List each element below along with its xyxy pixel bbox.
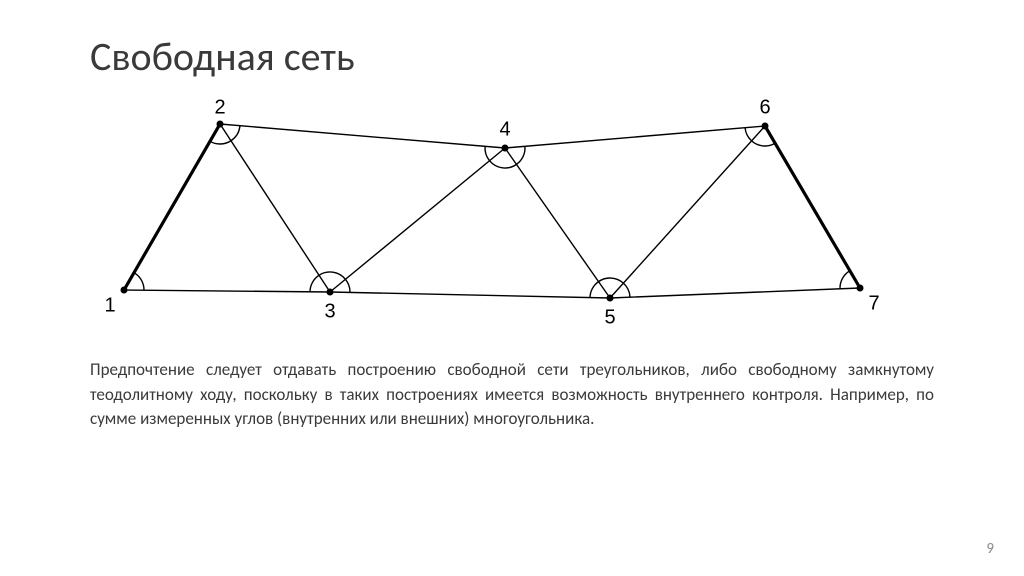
angle-arc-2	[210, 141, 231, 144]
node-label-5: 5	[604, 307, 615, 330]
angle-arc-6	[752, 141, 776, 146]
edge-3-5	[330, 292, 610, 298]
node-label-2: 2	[214, 97, 225, 120]
node-label-4: 4	[499, 119, 510, 142]
angle-arc-7	[840, 271, 850, 289]
angle-arc-2	[231, 126, 240, 141]
node-4	[502, 145, 509, 152]
angle-arc-1	[134, 273, 144, 291]
edge-3-4	[330, 148, 505, 292]
node-label-1: 1	[104, 295, 115, 318]
angle-arc-5	[623, 283, 630, 297]
triangulation-diagram: 1 2 3 4 5 6 7	[90, 100, 910, 330]
edge-2-4	[220, 124, 505, 148]
node-2	[217, 121, 224, 128]
angle-arc-6	[745, 128, 752, 141]
angle-arc-5	[599, 278, 624, 283]
node-3	[327, 289, 334, 296]
edge-5-6	[610, 126, 765, 298]
node-7	[857, 285, 864, 292]
edge-5-7	[610, 288, 860, 298]
edge-4-6	[505, 126, 765, 148]
edge-6-7	[765, 126, 860, 288]
page-number: 9	[986, 540, 994, 558]
angle-arc-3	[345, 279, 350, 292]
node-label-7: 7	[868, 293, 879, 316]
angle-arc-4	[490, 161, 517, 168]
node-6	[762, 123, 769, 130]
node-label-6: 6	[759, 97, 770, 120]
edge-1-3	[124, 290, 330, 292]
node-5	[607, 295, 614, 302]
node-1	[121, 287, 128, 294]
angle-arc-4	[485, 146, 490, 160]
node-label-3: 3	[324, 301, 335, 324]
edge-4-5	[505, 148, 610, 298]
angle-arc-3	[310, 275, 319, 292]
angle-arc-3	[319, 272, 345, 279]
edge-1-2	[124, 124, 220, 290]
angle-arc-5	[590, 282, 599, 298]
body-paragraph: Предпочтение следует отдавать построению…	[90, 358, 934, 432]
angle-arc-4	[516, 146, 525, 164]
page-title: Свободная сеть	[90, 32, 355, 81]
edge-2-3	[220, 124, 330, 292]
